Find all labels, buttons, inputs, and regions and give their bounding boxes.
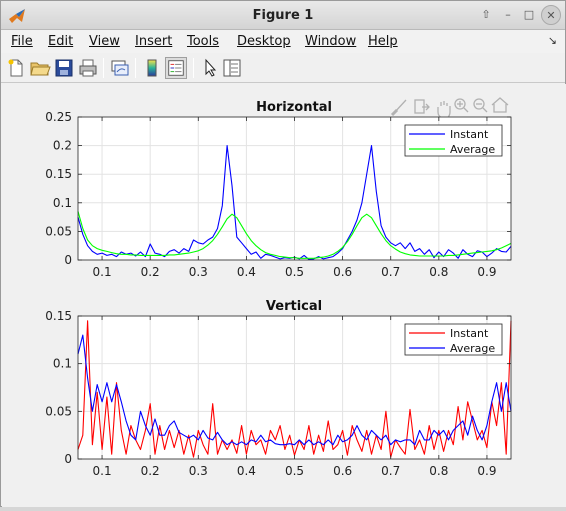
- zoom-in-icon[interactable]: [454, 98, 469, 113]
- matlab-logo-icon: [9, 9, 25, 23]
- x-tick-label: 0.9: [477, 464, 496, 478]
- x-tick-label: 0.7: [381, 265, 400, 279]
- y-tick-label: 0.1: [53, 357, 72, 371]
- close-icon: ✕: [546, 9, 556, 22]
- y-tick-label: 0.15: [45, 309, 72, 323]
- maximize-icon: □: [523, 8, 535, 21]
- legend-label: Average: [450, 342, 495, 355]
- menu-tools[interactable]: Tools: [187, 34, 220, 49]
- maximize-button[interactable]: □: [519, 5, 539, 25]
- x-tick-label: 0.7: [381, 464, 400, 478]
- y-tick-label: 0: [64, 452, 72, 466]
- horizontal-axes[interactable]: 0.1 0.2 0.3 0.4 0.5 0.6 0.7 0.8 0.9 0 0.05 0.1 0.15 0…: [45, 100, 512, 279]
- colorbar-icon[interactable]: [141, 57, 163, 79]
- y-tick-label: 0: [64, 253, 72, 267]
- x-tick-label: 0.3: [189, 265, 208, 279]
- legend-box: [404, 124, 503, 157]
- pointer-icon[interactable]: [199, 57, 221, 79]
- menu-file[interactable]: File: [11, 34, 33, 49]
- x-tick-label: 0.6: [333, 265, 352, 279]
- menu-edit[interactable]: Edit: [48, 34, 74, 49]
- x-tick-label: 0.8: [429, 265, 448, 279]
- print-icon[interactable]: [77, 57, 99, 79]
- x-tick-label: 0.2: [141, 265, 160, 279]
- close-button[interactable]: ✕: [541, 5, 561, 25]
- figure-canvas: 0.1 0.2 0.3 0.4 0.5 0.6 0.7 0.8 0.9 0 0.05 0.1 0.15 0…: [2, 84, 566, 507]
- y-tick-label: 0.15: [45, 167, 72, 181]
- minimize-button[interactable]: –: [498, 5, 518, 25]
- title-bar[interactable]: Figure 1 ⇧ – □ ✕: [1, 1, 565, 30]
- legend[interactable]: Instant Average: [404, 124, 503, 157]
- legend-icon[interactable]: [165, 57, 187, 79]
- property-inspector-icon[interactable]: [221, 57, 243, 79]
- minimize-icon: –: [505, 8, 511, 21]
- link-plot-icon[interactable]: [109, 57, 131, 79]
- legend-label: Instant: [450, 128, 489, 141]
- menu-window[interactable]: Window: [305, 34, 357, 49]
- figure-plots: 0.1 0.2 0.3 0.4 0.5 0.6 0.7 0.8 0.900.050.10.150…: [45, 97, 512, 478]
- x-tick-label: 0.3: [189, 464, 208, 478]
- vertical-axes[interactable]: 0.1 0.2 0.3 0.4 0.5 0.6 0.7 0.8 0.900.050.10.15 …: [45, 299, 512, 478]
- save-icon[interactable]: [53, 57, 75, 79]
- toolbar-separator: [103, 58, 104, 78]
- dock-figure-icon[interactable]: ↘: [547, 34, 557, 47]
- y-tick-label: 0.2: [53, 139, 72, 153]
- export-icon[interactable]: [414, 99, 430, 114]
- x-tick-label: 0.8: [429, 464, 448, 478]
- y-tick-label: 0.05: [45, 404, 72, 418]
- x-tick-label: 0.4: [237, 464, 256, 478]
- x-tick-label: 0.4: [237, 265, 256, 279]
- toolbar-separator: [135, 58, 136, 78]
- y-tick-label: 0.1: [53, 196, 72, 210]
- x-tick-label: 0.5: [285, 464, 304, 478]
- axes-toolbar: [390, 97, 509, 119]
- legend[interactable]: Instant Average: [404, 323, 503, 356]
- window-pin-button[interactable]: ⇧: [476, 5, 496, 25]
- new-figure-icon[interactable]: [5, 57, 27, 79]
- menu-help[interactable]: Help: [368, 34, 398, 49]
- menu-view[interactable]: View: [89, 34, 120, 49]
- brush-icon[interactable]: [390, 99, 407, 117]
- y-tick-label: 0.25: [45, 110, 72, 124]
- x-tick-label: 0.5: [285, 265, 304, 279]
- pin-icon: ⇧: [481, 8, 491, 21]
- home-icon[interactable]: [491, 97, 509, 113]
- legend-box: [404, 323, 503, 356]
- legend-label: Average: [450, 143, 495, 156]
- tick-marks: 0.1 0.2 0.3 0.4 0.5 0.6 0.7 0.8 0.9 0 0.05 0.1 0.15 0…: [45, 110, 511, 279]
- chart-title: Horizontal: [256, 100, 332, 115]
- tick-marks: 0.1 0.2 0.3 0.4 0.5 0.6 0.7 0.8 0.9 0 0.05 0.1 0.15: [45, 309, 511, 478]
- chart-title: Vertical: [266, 299, 322, 314]
- x-tick-label: 0.6: [333, 464, 352, 478]
- series-line-average: [77, 334, 512, 446]
- menu-bar: File Edit View Insert Tools Desktop Wind…: [1, 30, 565, 53]
- x-tick-label: 0.1: [93, 464, 112, 478]
- menu-insert[interactable]: Insert: [135, 34, 173, 49]
- menu-desktop[interactable]: Desktop: [237, 34, 291, 49]
- x-tick-label: 0.2: [141, 464, 160, 478]
- zoom-out-icon[interactable]: [473, 98, 488, 113]
- pan-icon[interactable]: [437, 101, 451, 119]
- x-tick-label: 0.1: [93, 265, 112, 279]
- open-file-icon[interactable]: [29, 57, 51, 79]
- legend-label: Instant: [450, 327, 489, 340]
- y-tick-label: 0.05: [45, 224, 72, 238]
- figure-toolbar: [1, 53, 565, 83]
- toolbar-separator: [193, 58, 194, 78]
- x-tick-label: 0.9: [477, 265, 496, 279]
- window-title: Figure 1: [252, 8, 314, 23]
